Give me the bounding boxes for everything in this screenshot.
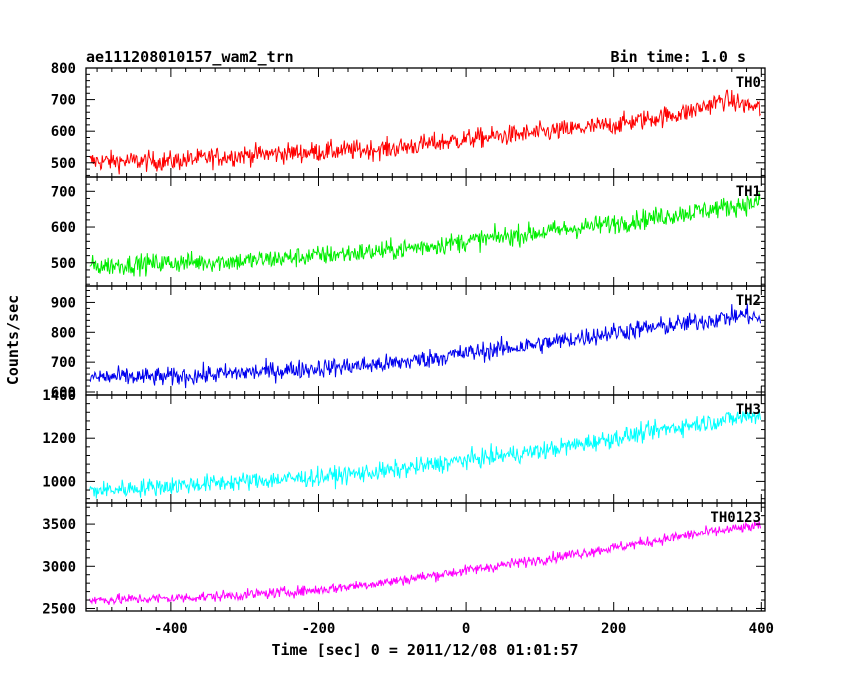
y-tick-label: 1000 (42, 474, 76, 490)
x-axis-label: Time [sec] 0 = 2011/12/08 01:01:57 (271, 641, 578, 659)
chart-title-left: ae111208010157_wam2_trn (86, 48, 294, 66)
y-tick-label: 900 (51, 295, 76, 311)
series-label-th0: TH0 (736, 75, 761, 91)
y-tick-label: 800 (51, 325, 76, 341)
series-label-th3: TH3 (736, 402, 761, 418)
y-tick-label: 600 (51, 220, 76, 236)
series-label-th2: TH2 (736, 293, 761, 309)
x-tick-label: 0 (462, 621, 470, 637)
y-tick-label: 500 (51, 256, 76, 272)
y-tick-label: 600 (51, 124, 76, 140)
y-tick-label: 700 (51, 184, 76, 200)
series-line-th1 (89, 192, 761, 277)
series-line-th3 (89, 409, 762, 499)
y-tick-label: 500 (51, 156, 76, 172)
panel-frame-th0123 (85, 502, 766, 612)
y-tick-label: 3000 (42, 559, 76, 575)
panels-group: 500 600 700 800 TH0 500 600 700 TH1 600 700 800 900 T… (42, 61, 774, 637)
x-tick-label: -400 (154, 621, 188, 637)
x-tick-label: 200 (601, 621, 626, 637)
y-tick-label: 3500 (42, 517, 76, 533)
y-tick-label: 600 (51, 385, 76, 401)
y-tick-label: 1400 (42, 388, 76, 404)
panel-frame-th1 (85, 176, 766, 287)
series-label-th1: TH1 (736, 184, 761, 200)
x-tick-label: 400 (749, 621, 774, 637)
series-label-th0123: TH0123 (710, 510, 761, 526)
series-line-th2 (89, 303, 762, 389)
y-tick-label: 700 (51, 355, 76, 371)
y-axis-label: Counts/sec (4, 295, 22, 385)
series-line-th0 (89, 89, 761, 175)
y-tick-label: 700 (51, 93, 76, 109)
y-tick-label: 2500 (42, 601, 76, 617)
y-tick-label: 1200 (42, 431, 76, 447)
y-tick-label: 800 (51, 61, 76, 77)
chart-title-right: Bin time: 1.0 s (611, 48, 746, 66)
x-tick-label: -200 (302, 621, 336, 637)
series-line-th0123 (89, 521, 762, 606)
